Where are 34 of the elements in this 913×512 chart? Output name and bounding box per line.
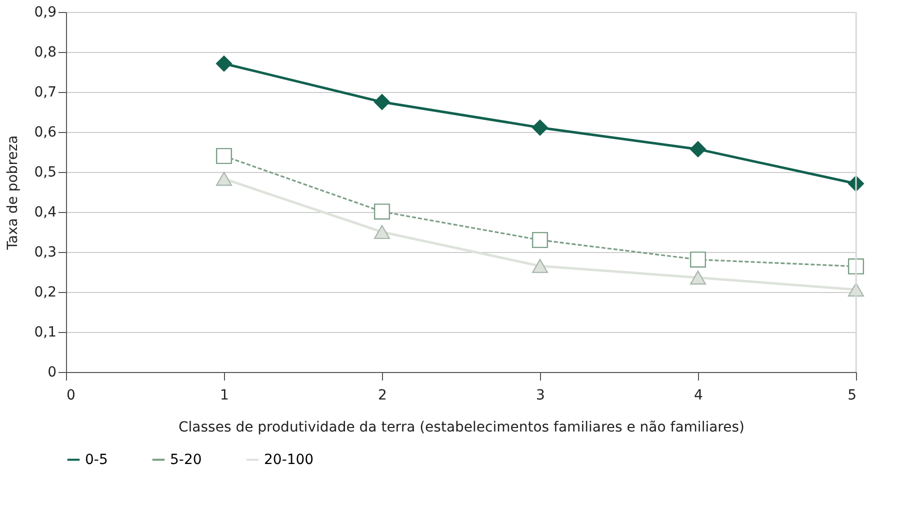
point bbox=[532, 258, 548, 274]
x-tick-label: 0 bbox=[66, 388, 76, 404]
point bbox=[374, 94, 390, 110]
y-tick-label: 0,1 bbox=[34, 324, 56, 340]
point bbox=[690, 252, 706, 268]
y-tick-label: 0 bbox=[48, 364, 56, 380]
point bbox=[216, 56, 232, 72]
y-tick-label: 0,3 bbox=[34, 244, 56, 260]
legend-label: 5-20 bbox=[170, 452, 202, 468]
y-tick-label: 0,4 bbox=[34, 204, 57, 220]
y-tick-label: 0,2 bbox=[34, 284, 56, 300]
point bbox=[374, 224, 390, 240]
point bbox=[690, 141, 706, 158]
legend-label: 0-5 bbox=[85, 452, 108, 468]
point bbox=[848, 258, 864, 274]
legend-label: 20-100 bbox=[264, 452, 314, 468]
x-tick-label: 1 bbox=[220, 388, 229, 404]
point bbox=[374, 204, 390, 220]
y-tick-label: 0,6 bbox=[34, 124, 57, 140]
point bbox=[216, 148, 232, 164]
point bbox=[690, 270, 706, 285]
point bbox=[216, 172, 232, 186]
x-tick-label: 4 bbox=[694, 388, 704, 404]
point bbox=[532, 232, 548, 248]
y-tick-label: 0,8 bbox=[34, 44, 56, 60]
y-tick-label: 0,5 bbox=[34, 164, 56, 180]
y-tick-label: 0,7 bbox=[34, 84, 56, 100]
y-tick-label: 0,9 bbox=[34, 4, 56, 20]
x-tick-label: 5 bbox=[848, 388, 856, 404]
x-tick-label: 3 bbox=[536, 388, 545, 404]
x-tick-label: 2 bbox=[378, 388, 387, 404]
point bbox=[532, 120, 548, 136]
y-axis-title: Taxa de pobreza bbox=[5, 135, 22, 251]
x-axis-title: Classes de produtividade da terra (estabelecimentos familiares e não familiares) bbox=[178, 420, 744, 436]
